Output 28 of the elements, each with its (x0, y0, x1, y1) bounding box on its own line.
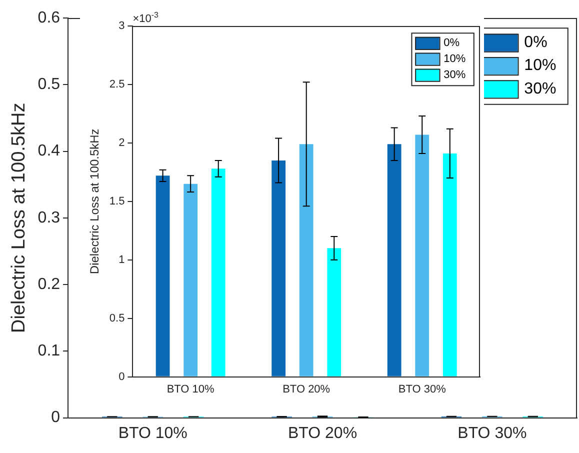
legend-label: 30% (444, 68, 466, 81)
y-tick-label: 0.3 (38, 209, 60, 226)
legend-label: 10% (524, 57, 556, 74)
y-tick-label: 0 (51, 409, 60, 426)
x-tick-label: BTO 10% (118, 424, 188, 442)
x-tick-label: BTO 20% (282, 383, 330, 396)
y-axis-title: Dielectric Loss at 100.5kHz (8, 102, 30, 334)
y-tick-label: 2.5 (109, 78, 125, 90)
y-tick-label: 0.5 (109, 312, 125, 324)
y-tick-label: 2 (118, 136, 125, 149)
y-tick-label: 3 (118, 20, 125, 32)
y-tick-label: 0.5 (38, 76, 60, 94)
y-tick-label: 0.6 (38, 9, 60, 26)
y-tick-label: 1 (118, 254, 125, 266)
x-tick-label: BTO 10% (166, 383, 215, 396)
y-axis-title: Dielectric Loss at 100.5kHz (88, 128, 102, 274)
y-tick-label: 0.2 (38, 276, 60, 293)
y-tick-label: 0.4 (38, 142, 60, 160)
legend-label: 0% (444, 36, 460, 49)
x-tick-label: BTO 30% (398, 383, 446, 396)
legend-label: 0% (524, 34, 548, 51)
y-tick-label: 0.1 (38, 342, 60, 360)
x-tick-label: BTO 20% (288, 424, 358, 442)
legend-label: 30% (524, 80, 556, 98)
y-tick-label: 1.5 (109, 195, 125, 208)
x-tick-label: BTO 30% (458, 424, 527, 442)
y-tick-label: 0 (118, 370, 125, 383)
legend-label: 10% (444, 52, 466, 65)
